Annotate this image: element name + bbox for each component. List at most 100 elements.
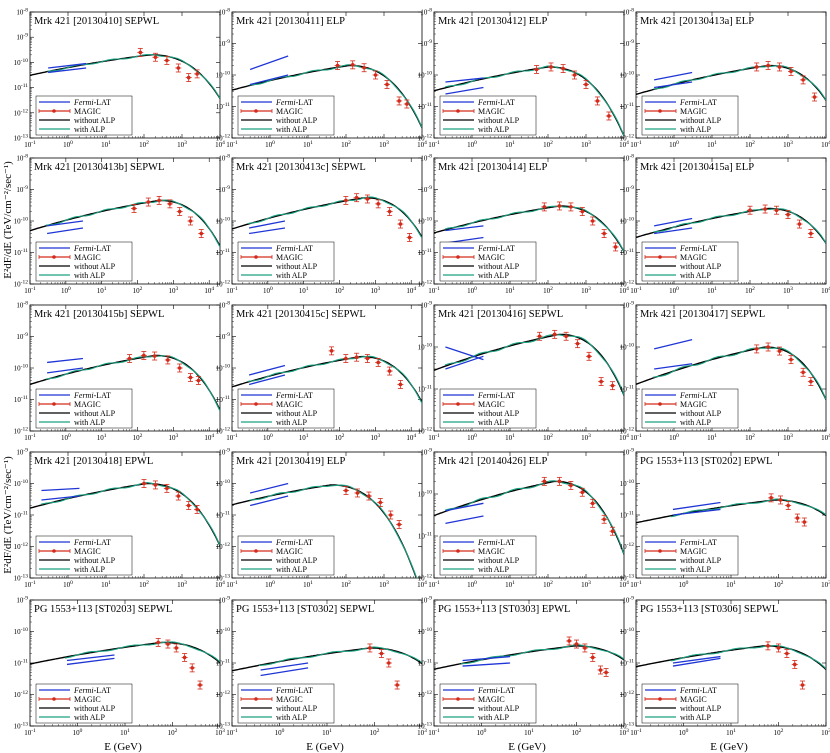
legend-magic-label: MAGIC <box>478 695 505 704</box>
magic-point <box>398 382 403 387</box>
legend-fermi-label: Fermi-LAT <box>73 244 111 253</box>
tick-label: 102 <box>745 286 755 295</box>
tick-label: 10-9 <box>218 39 230 48</box>
magic-point <box>165 486 169 491</box>
magic-point <box>604 670 608 675</box>
tick-label: 10-12 <box>620 134 635 143</box>
tick-label: 100 <box>669 140 679 149</box>
legend-without-alp-label: without ALP <box>680 262 722 271</box>
magic-point <box>587 354 591 359</box>
tick-label: 103 <box>783 140 793 149</box>
tick-label: 102 <box>133 433 143 442</box>
tick-label: 103 <box>370 286 380 295</box>
with-alp-curve <box>460 644 624 665</box>
tick-label: 100 <box>263 433 273 442</box>
tick-label: 104 <box>821 433 830 442</box>
fermi-upper-bound <box>249 55 289 71</box>
magic-point <box>802 520 807 524</box>
magic-point <box>344 356 348 361</box>
magic-point <box>355 491 360 495</box>
magic-point <box>785 651 789 656</box>
legend-magic-label: MAGIC <box>478 253 505 262</box>
spectrum-panel: 10-1 100 101 102 103 10410-1210-1110-1010-910… <box>418 154 629 296</box>
tick-label: 100 <box>467 580 477 589</box>
tick-label: 103 <box>581 286 591 295</box>
without-alp-curve <box>30 354 220 411</box>
magic-point <box>769 496 773 500</box>
legend-magic-label: MAGIC <box>74 253 101 262</box>
tick-label: 10-10 <box>216 217 231 226</box>
spectrum-panel: 10-1 100 101 102 103 10410-1210-1110-1010-910… <box>14 154 221 295</box>
magic-point <box>376 202 381 206</box>
tick-label: 101 <box>120 728 130 737</box>
tick-label: 10-1 <box>428 433 440 442</box>
magic-point <box>557 204 562 208</box>
magic-point <box>405 102 409 106</box>
panel-title: Mrk 421 [20130413b] SEPWL <box>34 162 164 173</box>
tick-label: 10-9 <box>16 596 28 605</box>
magic-point <box>153 483 158 487</box>
tick-label: 10-12 <box>14 427 29 436</box>
magic-point <box>809 379 813 384</box>
magic-point <box>132 206 136 211</box>
spectrum-panel: 10-1 100 101 102 10310-1310-1210-1110-1010-9… <box>418 596 629 738</box>
tick-label: 103 <box>177 580 187 589</box>
fermi-lower-bound <box>672 508 721 516</box>
magic-point <box>763 207 767 211</box>
legend-magic-label: MAGIC <box>680 695 707 704</box>
legend-with-alp-label: with ALP <box>680 565 711 574</box>
tick-label: 10-11 <box>14 248 28 257</box>
legend-fermi-label: Fermi-LAT <box>73 686 111 695</box>
spectrum-panel: 10-1 100 101 102 103 10410-1210-1110-1010-910… <box>216 301 423 442</box>
with-alp-curve <box>670 645 826 670</box>
magic-point <box>561 66 565 71</box>
x-axis-label-2: E (GeV) <box>306 741 344 753</box>
tick-label: 100 <box>477 728 487 737</box>
tick-label: 10-12 <box>620 280 635 289</box>
magic-point <box>198 683 202 687</box>
magic-point <box>583 646 587 650</box>
tick-label: 101 <box>303 580 313 589</box>
with-alp-curve <box>247 355 422 404</box>
tick-label: 10-9 <box>420 448 432 457</box>
spectrum-panel: 10-1 100 101 102 103 10410-1210-1110-1010-910… <box>620 154 830 296</box>
legend-magic-label: MAGIC <box>680 400 707 409</box>
magic-point <box>329 349 334 353</box>
magic-point <box>398 222 403 226</box>
tick-label: 102 <box>139 140 149 149</box>
with-alp-curve <box>64 641 220 663</box>
tick-label: 101 <box>726 728 736 737</box>
legend-magic-label: MAGIC <box>74 695 101 704</box>
magic-point <box>574 642 579 646</box>
tick-label: 10-11 <box>14 659 28 668</box>
panel-title: PG 1553+113 [ST0302] SEPWL <box>236 604 374 615</box>
without-alp-curve <box>30 199 220 247</box>
tick-label: 10-1 <box>630 286 642 295</box>
magic-point <box>387 209 392 214</box>
magic-point <box>146 200 151 204</box>
tick-label: 10-1 <box>428 728 440 737</box>
tick-label: 10-11 <box>14 511 28 520</box>
fermi-upper-bound <box>654 71 693 81</box>
magic-point <box>602 231 606 236</box>
magic-point <box>778 498 783 502</box>
magic-point <box>378 500 383 505</box>
tick-label: 103 <box>821 728 830 737</box>
magic-point <box>766 644 770 648</box>
legend-fermi-label: Fermi-LAT <box>275 244 313 253</box>
fermi-lower-bound <box>260 667 309 677</box>
tick-label: 101 <box>101 580 111 589</box>
without-alp-curve <box>232 355 422 403</box>
legend-fermi-label: Fermi-LAT <box>679 244 717 253</box>
magic-point <box>386 661 391 665</box>
tick-label: 102 <box>133 286 143 295</box>
tick-label: 103 <box>168 433 178 442</box>
fermi-upper-bound <box>248 364 286 376</box>
tick-label: 101 <box>707 286 717 295</box>
tick-label: 10-1 <box>226 580 238 589</box>
magic-point <box>350 63 355 67</box>
panel-title: Mrk 421 [20140426] ELP <box>438 456 548 467</box>
tick-label: 10-10 <box>620 343 635 352</box>
tick-label: 10-10 <box>620 627 635 636</box>
panel-title: PG 1553+113 [ST0203] SEPWL <box>34 604 172 615</box>
